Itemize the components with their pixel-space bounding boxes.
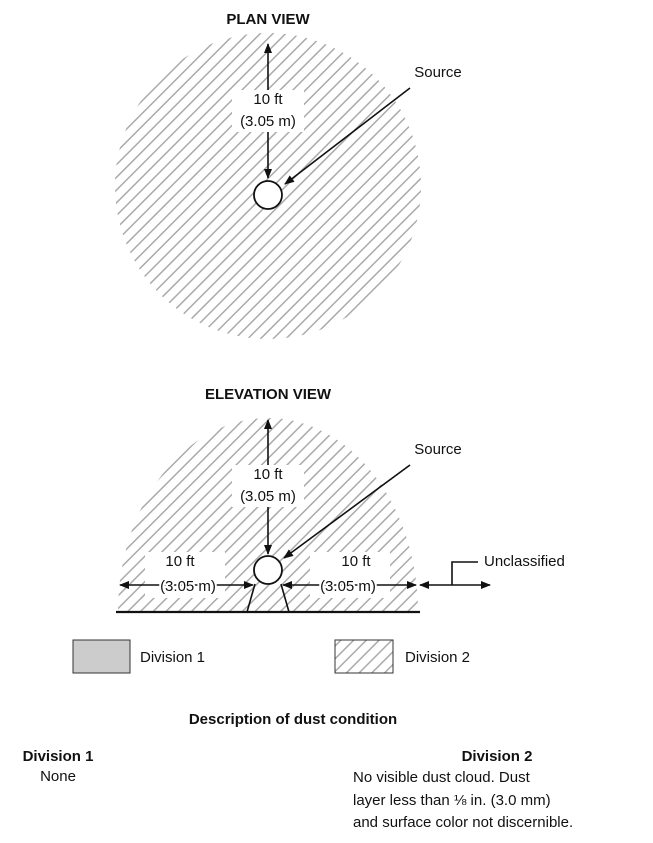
distance-metric: (3.05 m) — [240, 488, 296, 505]
elevation-title: ELEVATION VIEW — [205, 386, 332, 403]
division-text: and surface color not discernible. — [353, 814, 573, 831]
distance-label: 10 ft — [253, 91, 283, 108]
label-bg — [150, 552, 210, 572]
leader-line — [451, 561, 478, 585]
division-heading: Division 1 — [23, 748, 94, 765]
source-label: Source — [414, 441, 462, 458]
label-bg — [232, 90, 304, 132]
distance-metric: (3.05 m) — [160, 578, 216, 595]
distance-label: 10 ft — [165, 553, 195, 570]
division-heading: Division 2 — [462, 748, 533, 765]
source-stand — [246, 583, 290, 613]
distance-metric: (3.05 m) — [240, 113, 296, 130]
legend-label: Division 1 — [140, 649, 205, 666]
distance-metric: (3.05 m) — [320, 578, 376, 595]
division-text: layer less than ⅛ in. (3.0 mm) — [353, 792, 551, 809]
source-label: Source — [414, 64, 462, 81]
legend-label: Division 2 — [405, 649, 470, 666]
source-circle — [253, 555, 283, 585]
source-arrow — [284, 87, 411, 185]
label-bg — [402, 62, 474, 84]
division-text: None — [40, 768, 76, 785]
description-title: Description of dust condition — [189, 711, 397, 728]
unclassified-label: Unclassified — [484, 553, 565, 570]
label-bg — [232, 465, 304, 507]
source-arrow — [283, 464, 411, 559]
distance-label: 10 ft — [341, 553, 371, 570]
distance-label: 10 ft — [253, 466, 283, 483]
legend-swatch — [334, 639, 394, 674]
legend-swatch — [72, 639, 131, 674]
division-text: No visible dust cloud. Dust — [353, 769, 531, 786]
source-circle — [253, 180, 283, 210]
label-bg — [326, 552, 386, 572]
label-bg — [402, 439, 474, 461]
plan-title: PLAN VIEW — [226, 11, 310, 28]
